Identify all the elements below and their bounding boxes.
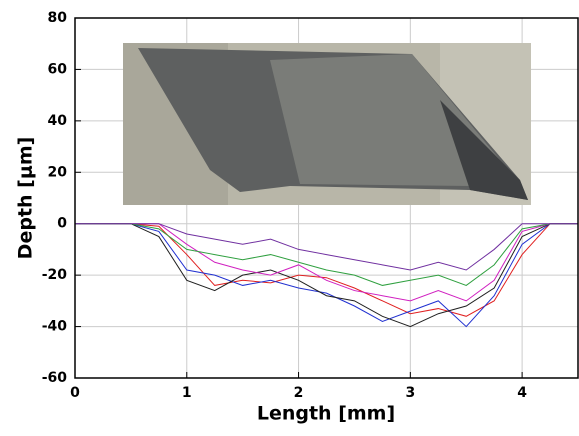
data-line [75,223,578,302]
plot-frame [74,17,579,379]
data-line [75,223,578,328]
y-tick-label: 0 [57,216,67,232]
y-tick-label: -40 [42,319,68,335]
x-tick-label: 3 [405,385,415,401]
data-line [75,223,578,328]
y-tick-label: 20 [48,164,68,180]
x-tick-label: 2 [294,385,304,401]
data-line [75,223,578,286]
y-tick-label: 80 [48,10,68,26]
y-tick-label: -60 [42,370,68,386]
x-axis-label: Length [mm] [257,403,395,425]
y-tick-label: -20 [42,267,68,283]
data-line [75,223,578,271]
y-tick-label: 60 [48,61,68,77]
y-axis-label: Depth [μm] [15,137,37,260]
x-tick-label: 4 [517,385,527,401]
data-line [75,223,578,317]
y-tick-label: 40 [48,113,68,129]
x-tick-label: 0 [70,385,80,401]
inset-photo [123,43,531,205]
x-tick-label: 1 [182,385,192,401]
